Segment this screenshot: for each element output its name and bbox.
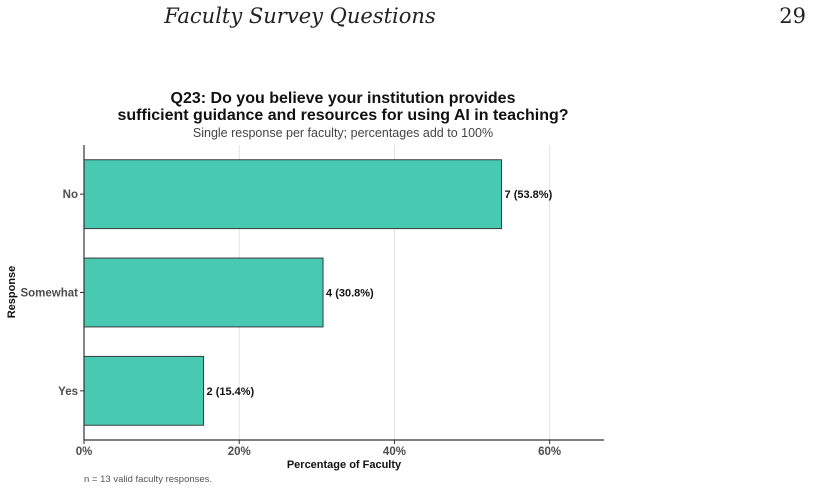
x-axis-title: Percentage of Faculty (287, 459, 402, 471)
labels: 7 (53.8%) No 4 (30.8%) Somewhat 2 (15.4%) Yes… (20, 189, 561, 458)
bar-no (83, 159, 503, 230)
page-header: Faculty Survey Questions 29 (0, 0, 816, 40)
bars (83, 159, 503, 426)
running-title: Faculty Survey Questions (164, 4, 436, 28)
x-tick-label: 60% (538, 446, 561, 458)
data-label: 4 (30.8%) (326, 288, 374, 300)
x-tick-label: 20% (228, 446, 251, 458)
chart-subtitle: Single response per faculty; percentages… (193, 126, 493, 140)
y-tick-label: Somewhat (20, 288, 78, 300)
chart-title-line-2: sufficient guidance and resources for us… (117, 107, 568, 124)
data-label: 7 (53.8%) (505, 189, 553, 201)
data-label: 2 (15.4%) (207, 386, 255, 398)
chart-caption: n = 13 valid faculty responses. (84, 474, 212, 485)
x-tick-label: 0% (76, 446, 93, 458)
chart-title-line-1: Q23: Do you believe your institution pro… (171, 90, 516, 107)
y-tick-label: Yes (58, 386, 78, 398)
x-tick-label: 40% (383, 446, 406, 458)
axes (80, 145, 604, 444)
bar-somewhat (83, 257, 324, 328)
y-tick-label: No (63, 189, 78, 201)
y-axis-title: Response (6, 266, 18, 319)
bar-yes (83, 355, 205, 426)
page-number: 29 (779, 4, 806, 28)
